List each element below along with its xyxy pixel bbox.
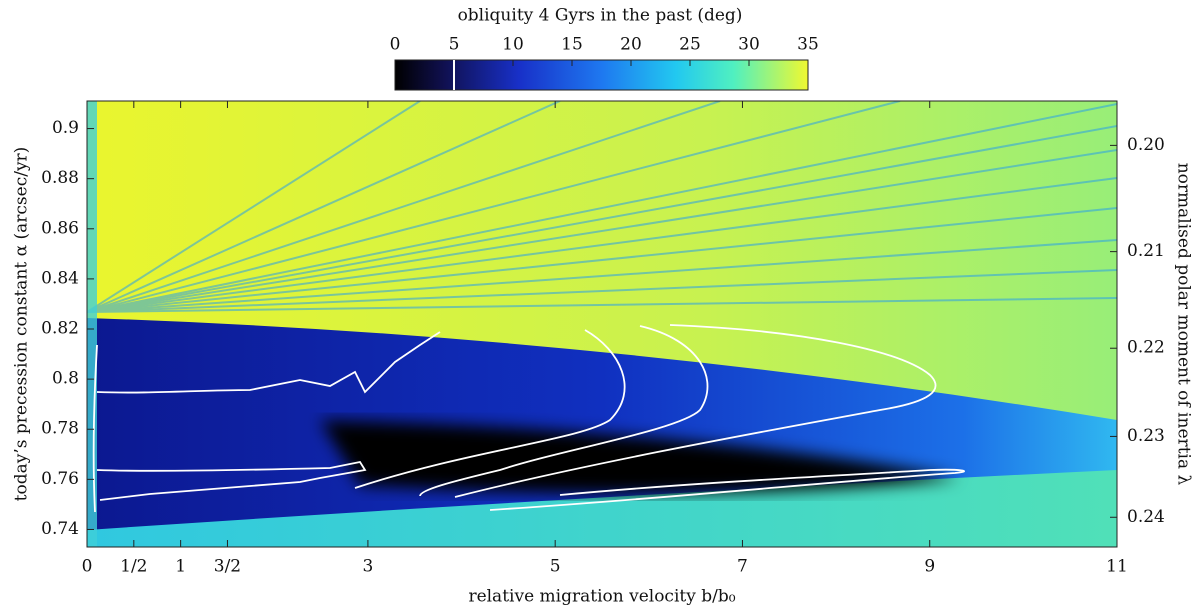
y-tick-label: 0.86 (41, 218, 79, 238)
colorbar-tick-label: 10 (502, 35, 524, 55)
x-tick-label: 0 (82, 557, 93, 577)
colorbar (394, 59, 809, 91)
colorbar-tick-label: 20 (620, 35, 642, 55)
plot-frame (86, 100, 1118, 548)
y-tick-label: 0.8 (52, 369, 79, 389)
heatmap-field (87, 101, 1117, 547)
y2-tick-label: 0.22 (1127, 338, 1165, 358)
x-tick-label: 5 (550, 557, 561, 577)
y-tick-label: 0.84 (41, 268, 79, 288)
y2-tick-label: 0.24 (1127, 507, 1165, 527)
x-tick-label: 1 (175, 557, 186, 577)
y-tick-label: 0.74 (41, 519, 79, 539)
x-tick-label: 3 (362, 557, 373, 577)
colorbar-tick-label: 5 (449, 35, 460, 55)
x-tick-label: 3/2 (214, 557, 241, 577)
colorbar-tick-label: 30 (738, 35, 760, 55)
x-axis-label: relative migration velocity b/b₀ (468, 587, 735, 607)
y2-tick-label: 0.23 (1127, 426, 1165, 446)
y-axis-label: today’s precession constant α (arcsec/yr… (12, 147, 32, 502)
y-tick-label: 0.76 (41, 469, 79, 489)
colorbar-tick-label: 0 (390, 35, 401, 55)
x-tick-label: 7 (737, 557, 748, 577)
x-tick-label: 11 (1106, 557, 1128, 577)
y-tick-label: 0.88 (41, 168, 79, 188)
x-tick-label: 9 (924, 557, 935, 577)
x-tick-label: 1/2 (120, 557, 147, 577)
y-tick-label: 0.82 (41, 319, 79, 339)
colorbar-title: obliquity 4 Gyrs in the past (deg) (458, 6, 743, 26)
y2-tick-label: 0.21 (1127, 241, 1165, 261)
y2-axis-label: normalised polar moment of inertia λ (1174, 163, 1194, 486)
colorbar-tick-label: 25 (679, 35, 701, 55)
colorbar-tick-label: 35 (797, 35, 819, 55)
y-tick-label: 0.78 (41, 419, 79, 439)
y2-tick-label: 0.20 (1127, 135, 1165, 155)
y-tick-label: 0.9 (52, 118, 79, 138)
colorbar-tick-label: 15 (561, 35, 583, 55)
